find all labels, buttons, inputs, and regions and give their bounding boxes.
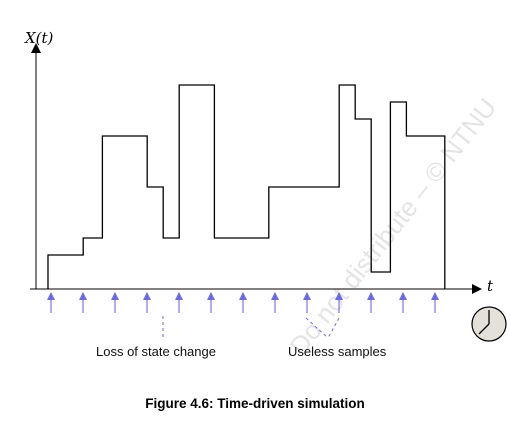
useless-samples-pointer-right bbox=[327, 317, 340, 339]
sample-arrows bbox=[47, 292, 439, 313]
loss-of-state-change-label: Loss of state change bbox=[96, 344, 216, 359]
watermark: Do not distribute – © NTNU bbox=[284, 92, 503, 360]
state-signal-line bbox=[47, 84, 446, 289]
x-axis-label: t bbox=[487, 277, 494, 295]
useless-samples-label: Useless samples bbox=[288, 344, 387, 359]
useless-samples-pointer-left bbox=[305, 317, 329, 339]
figure-caption: Figure 4.6: Time-driven simulation bbox=[145, 396, 365, 411]
y-axis-label: X(t) bbox=[24, 29, 54, 47]
clock-icon bbox=[471, 306, 507, 342]
